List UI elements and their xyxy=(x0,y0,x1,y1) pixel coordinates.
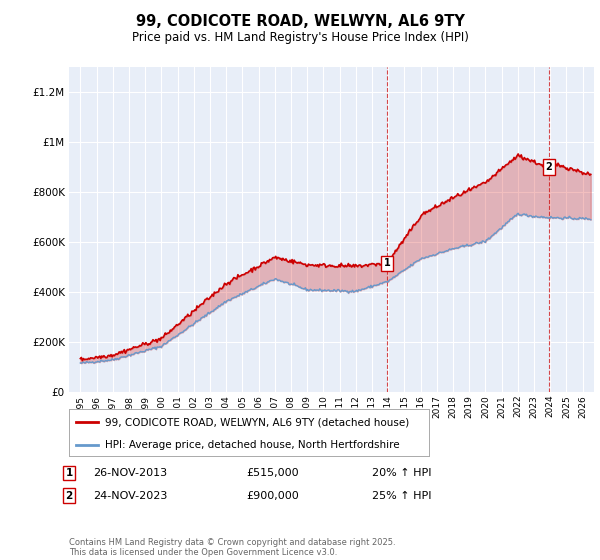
Text: 2: 2 xyxy=(545,162,552,172)
Text: 1: 1 xyxy=(65,468,73,478)
Text: 99, CODICOTE ROAD, WELWYN, AL6 9TY (detached house): 99, CODICOTE ROAD, WELWYN, AL6 9TY (deta… xyxy=(105,417,409,427)
Text: Price paid vs. HM Land Registry's House Price Index (HPI): Price paid vs. HM Land Registry's House … xyxy=(131,31,469,44)
Text: 99, CODICOTE ROAD, WELWYN, AL6 9TY: 99, CODICOTE ROAD, WELWYN, AL6 9TY xyxy=(136,14,464,29)
Text: £900,000: £900,000 xyxy=(246,491,299,501)
Text: 24-NOV-2023: 24-NOV-2023 xyxy=(93,491,167,501)
Text: 1: 1 xyxy=(383,258,390,268)
Text: 2: 2 xyxy=(65,491,73,501)
Text: £515,000: £515,000 xyxy=(246,468,299,478)
Text: HPI: Average price, detached house, North Hertfordshire: HPI: Average price, detached house, Nort… xyxy=(105,440,400,450)
Text: Contains HM Land Registry data © Crown copyright and database right 2025.
This d: Contains HM Land Registry data © Crown c… xyxy=(69,538,395,557)
Text: 25% ↑ HPI: 25% ↑ HPI xyxy=(372,491,431,501)
Text: 26-NOV-2013: 26-NOV-2013 xyxy=(93,468,167,478)
Text: 20% ↑ HPI: 20% ↑ HPI xyxy=(372,468,431,478)
